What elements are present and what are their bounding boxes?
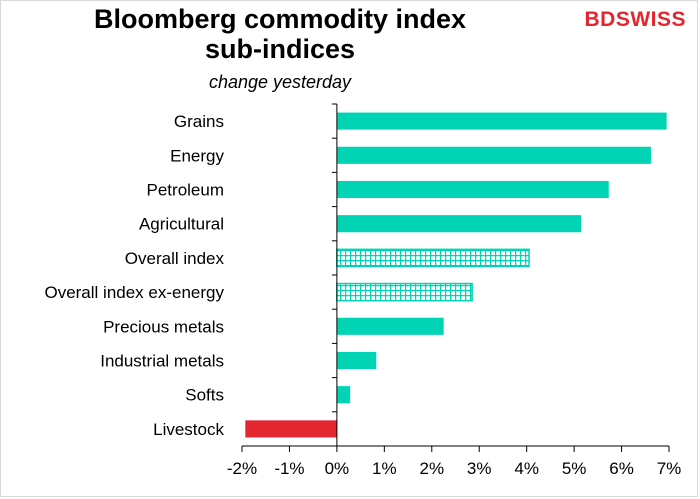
bar-grains (336, 112, 667, 130)
category-label: Agricultural (139, 215, 224, 234)
x-axis: -2% -1% 0% 1% 2% 3% 4% 5% 6% 7% (227, 103, 682, 478)
bar-overall-index (336, 248, 530, 268)
x-tick-label: 1% (372, 459, 397, 478)
x-tick-label: -2% (227, 459, 257, 478)
chart-subtitle: change yesterday (208, 72, 352, 92)
category-label: Overall index ex-energy (44, 283, 224, 302)
bar-livestock (245, 420, 337, 438)
category-label: Livestock (153, 420, 224, 439)
category-labels: Grains Energy Petroleum Agricultural Overall… (44, 112, 224, 439)
category-label: Grains (174, 112, 224, 131)
logo-text-swiss: SWISS (615, 8, 686, 31)
category-label: Softs (185, 386, 224, 405)
bars-layer (245, 112, 667, 438)
logo-text-bd: BD (584, 8, 616, 31)
bar-softs (336, 386, 351, 404)
chart-title-line-1: Bloomberg commodity index (93, 4, 467, 34)
chart-title: Bloomberg commodity index sub-indices (70, 4, 490, 64)
bar-precious-metals (336, 317, 444, 335)
x-tick-label: 5% (562, 459, 587, 478)
bar-energy (336, 146, 651, 164)
category-label: Precious metals (103, 317, 224, 336)
category-label: Overall index (125, 249, 225, 268)
x-tick-label: -1% (274, 459, 304, 478)
category-label: Energy (170, 146, 224, 165)
x-tick-label: 2% (419, 459, 444, 478)
category-label: Petroleum (147, 181, 224, 200)
bar-industrial-metals (336, 351, 377, 370)
x-tick-label: 7% (657, 459, 682, 478)
category-label: Industrial metals (100, 352, 224, 371)
bar-petroleum (336, 180, 609, 199)
bar-agricultural (336, 215, 582, 233)
bar-overall-index-ex-energy (336, 282, 473, 302)
x-tick-label: 4% (514, 459, 539, 478)
x-tick-label: 3% (467, 459, 492, 478)
chart-title-line-2: sub-indices (204, 34, 356, 64)
bdswiss-logo: BDSWISS (584, 8, 686, 32)
x-tick-label: 6% (609, 459, 634, 478)
x-tick-label: 0% (325, 459, 350, 478)
